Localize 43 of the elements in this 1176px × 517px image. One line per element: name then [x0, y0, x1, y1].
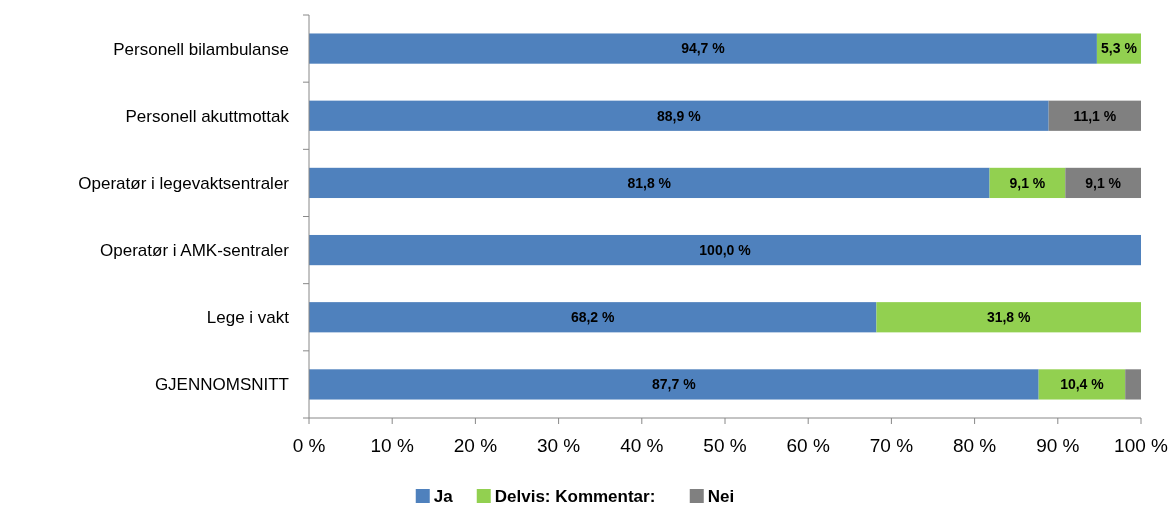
data-label: 87,7 % [652, 376, 697, 393]
x-tick-label: 70 % [869, 435, 914, 456]
x-tick-label: 0 % [292, 435, 326, 456]
data-label: 31,8 % [986, 309, 1032, 326]
data-label: 100,0 % [699, 241, 752, 258]
x-tick-label: 90 % [1036, 435, 1080, 456]
data-label: 5,3 % [1101, 40, 1138, 57]
data-label: 11,1 % [1073, 107, 1117, 124]
legend-label: Delvis: Kommentar: [494, 487, 656, 506]
y-tick-label: Operatør i AMK-sentraler [100, 241, 290, 261]
x-tick-label: 30 % [536, 435, 581, 456]
bar [309, 167, 990, 199]
y-tick-label: Personell bilambulanse [113, 39, 289, 59]
y-tick-label: Operatør i legevaktsentraler [78, 173, 290, 193]
data-label: 9,1 % [1009, 174, 1046, 191]
y-tick-label: Personell akuttmottak [125, 106, 290, 126]
bar [309, 100, 1049, 131]
x-tick-label: 60 % [786, 435, 830, 456]
bar [1038, 369, 1126, 400]
bar [1125, 369, 1141, 400]
data-label: 81,8 % [627, 174, 672, 191]
x-tick-label: 50 % [703, 435, 747, 456]
x-tick-label: 40 % [620, 435, 664, 456]
bar [309, 33, 1097, 64]
x-tick-label: 10 % [370, 435, 414, 456]
data-label: 9,1 % [1085, 174, 1122, 191]
x-tick-label: 20 % [453, 435, 498, 456]
data-label: 94,7 % [681, 40, 726, 57]
data-label: 88,9 % [657, 107, 702, 124]
bar [1065, 167, 1141, 199]
bar [876, 302, 1141, 333]
data-label: 10,4 % [1060, 376, 1105, 393]
legend-label: Ja [433, 487, 454, 506]
y-tick-label: Lege i vakt [206, 308, 290, 328]
legend-label: Nei [707, 487, 735, 506]
bar [309, 369, 1039, 400]
x-tick-label: 80 % [952, 435, 997, 456]
x-tick-label: 100 % [1114, 435, 1169, 456]
bar [1048, 100, 1141, 131]
y-tick-label: GJENNOMSNITT [154, 375, 289, 395]
data-label: 68,2 % [570, 309, 616, 326]
bar [309, 302, 877, 333]
bar [309, 234, 1141, 266]
